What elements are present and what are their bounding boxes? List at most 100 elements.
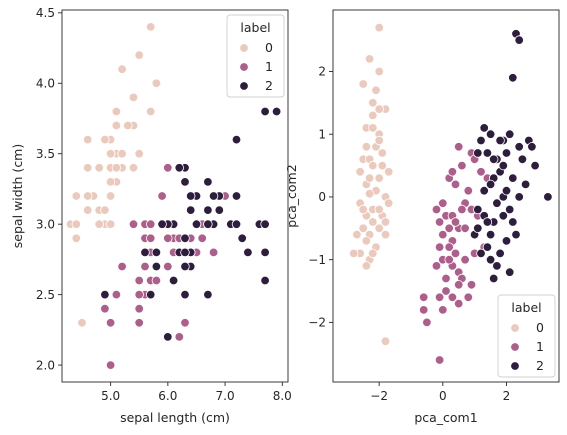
data-point-label-1 [444,223,454,234]
data-point-label-2 [151,261,162,272]
x-tick-label: 2 [503,389,511,403]
data-point-label-0 [355,167,365,177]
data-point-label-2 [485,229,496,240]
x-tick-label: 7.0 [216,389,235,403]
data-point-label-2 [260,106,270,117]
data-point-label-1 [434,292,445,303]
data-point-label-1 [444,255,454,265]
data-point-label-0 [349,248,359,259]
data-point-label-2 [180,261,190,272]
data-point-label-2 [174,163,185,173]
data-point-label-2 [185,191,196,201]
data-point-label-0 [374,22,384,33]
data-point-label-0 [384,198,394,208]
data-point-label-2 [163,332,173,342]
data-point-label-2 [271,106,282,117]
data-point-label-2 [473,148,483,158]
data-point-label-0 [77,318,87,328]
data-point-label-1 [111,289,122,300]
y-tick-label: 2.5 [36,288,55,302]
data-point-label-0 [111,163,122,173]
data-point-label-1 [447,292,458,303]
data-point-label-0 [82,205,93,215]
data-point-label-2 [482,217,493,227]
data-point-label-2 [492,261,502,271]
data-point-label-2 [514,142,524,152]
data-point-label-0 [117,148,127,159]
data-point-label-0 [145,106,156,117]
y-tick-label: −2 [308,316,326,330]
y-tick-label: 4.0 [36,76,55,90]
y-tick-label: 2.0 [36,358,55,372]
data-point-label-2 [151,247,162,258]
data-point-label-0 [111,106,122,117]
data-point-label-1 [450,217,461,227]
data-point-label-1 [145,233,156,244]
data-point-label-1 [100,304,110,314]
y-tick-label: 1 [318,127,326,141]
data-point-label-2 [476,135,486,146]
data-point-label-1 [457,204,467,215]
data-point-label-1 [434,355,445,365]
data-point-label-2 [157,219,167,229]
x-tick-label: −2 [370,389,388,403]
legend-box [497,294,556,378]
data-point-label-0 [358,79,368,89]
data-point-label-2 [473,204,483,215]
data-point-label-0 [117,64,127,74]
data-point-label-2 [508,173,518,183]
data-point-label-0 [128,163,139,173]
y-tick-label: 4.5 [36,6,55,20]
legend-marker-1 [239,62,249,72]
data-point-label-0 [368,217,378,227]
data-point-label-0 [352,229,362,240]
axes-frame [332,9,560,383]
y-tick-label: 3.5 [36,147,55,161]
data-point-label-1 [463,292,474,303]
data-point-label-0 [374,104,384,114]
data-point-label-2 [479,185,489,196]
data-point-label-0 [151,78,162,89]
data-point-label-0 [71,233,82,244]
data-point-label-2 [495,248,505,259]
data-point-label-0 [94,219,104,229]
data-point-label-0 [128,92,139,103]
y-axis-label: sepal width (cm) [10,144,25,248]
data-point-label-1 [454,142,464,152]
data-point-label-1 [454,280,464,290]
x-axis-label: pca_com1 [414,410,477,425]
legend-marker-2 [239,81,249,91]
data-point-label-0 [361,261,372,271]
data-point-label-1 [117,261,127,272]
data-point-label-1 [438,229,448,240]
data-point-label-1 [460,255,470,265]
data-point-label-0 [368,248,378,259]
data-point-label-1 [134,289,144,300]
data-point-label-1 [134,275,144,286]
data-point-label-0 [364,173,375,183]
legend: label 0 1 2 [497,294,556,378]
data-point-label-0 [371,85,381,96]
left-scatter-panel: 5.0 6.0 7.0 8.0 2.0 2.5 3.0 3.5 4.0 4.5 sepal leng… [10,6,292,425]
data-point-label-1 [431,261,442,271]
data-point-label-0 [100,134,110,145]
data-point-label-2 [473,223,483,234]
data-point-label-1 [444,242,454,252]
data-point-label-2 [180,289,190,300]
data-point-label-1 [438,305,448,315]
data-point-label-1 [128,219,139,229]
legend-entry-0: 0 [265,40,273,55]
y-tick-label: 3.0 [36,217,55,231]
x-tick-label: 6.0 [158,389,177,403]
data-point-label-0 [82,163,93,173]
data-point-label-2 [168,275,179,286]
data-point-label-1 [197,233,207,244]
data-point-label-2 [100,289,110,300]
data-point-label-2 [514,192,524,202]
data-point-label-0 [380,229,391,240]
data-point-label-2 [508,217,518,227]
data-point-label-2 [543,192,553,202]
data-point-label-1 [134,304,144,314]
data-point-label-0 [364,189,375,199]
